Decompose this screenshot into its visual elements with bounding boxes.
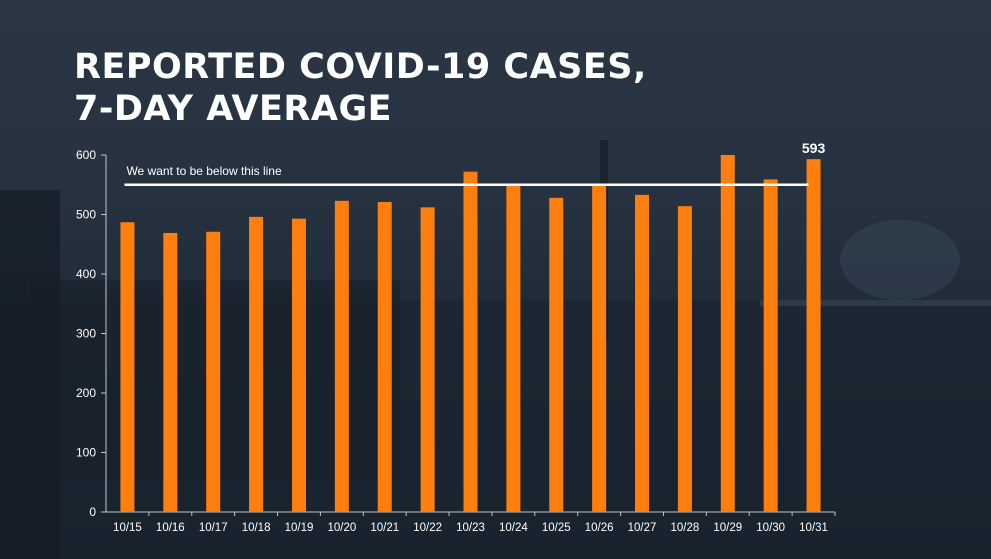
x-tick-label: 10/31 (799, 522, 828, 534)
y-tick-label: 300 (76, 327, 96, 341)
bar (592, 185, 607, 512)
x-tick-label: 10/18 (242, 522, 271, 534)
x-tick-label: 10/30 (756, 522, 785, 534)
chart-title: REPORTED COVID-19 CASES, 7-DAY AVERAGE (74, 46, 647, 130)
bar (206, 231, 221, 512)
x-tick-label: 10/27 (628, 522, 657, 534)
bar (677, 206, 692, 513)
bar (120, 222, 135, 513)
x-tick-label: 10/21 (370, 522, 399, 534)
x-tick-label: 10/17 (199, 522, 228, 534)
x-tick-label: 10/26 (585, 522, 614, 534)
bar (249, 216, 264, 512)
x-tick-label: 10/28 (671, 522, 700, 534)
y-tick-label: 500 (76, 208, 96, 222)
x-tick-label: 10/24 (499, 522, 528, 534)
bar (377, 202, 392, 512)
y-tick-label: 0 (89, 505, 96, 519)
title-line-2: 7-DAY AVERAGE (74, 89, 393, 129)
bar (635, 194, 650, 513)
bar (334, 200, 349, 512)
bar (420, 207, 435, 513)
x-tick-label: 10/19 (285, 522, 314, 534)
y-tick-label: 200 (76, 386, 96, 400)
bar (291, 218, 306, 513)
x-tick-label: 10/25 (542, 522, 571, 534)
data-label: 593 (802, 140, 826, 156)
x-tick-label: 10/23 (456, 522, 485, 534)
bar (506, 185, 521, 512)
bar (549, 197, 564, 512)
bar (163, 232, 178, 512)
y-tick-label: 400 (76, 267, 96, 281)
x-tick-label: 10/29 (713, 522, 742, 534)
x-tick-label: 10/16 (156, 522, 185, 534)
x-tick-label: 10/20 (327, 522, 356, 534)
threshold-label: We want to be below this line (126, 164, 282, 178)
bar (463, 171, 478, 512)
title-line-1: REPORTED COVID-19 CASES, (74, 47, 647, 87)
x-tick-label: 10/22 (413, 522, 442, 534)
bar (763, 179, 778, 512)
bar (806, 159, 821, 513)
y-tick-label: 600 (76, 148, 96, 162)
bar (720, 155, 735, 512)
y-tick-label: 100 (76, 446, 96, 460)
x-tick-label: 10/15 (113, 522, 142, 534)
